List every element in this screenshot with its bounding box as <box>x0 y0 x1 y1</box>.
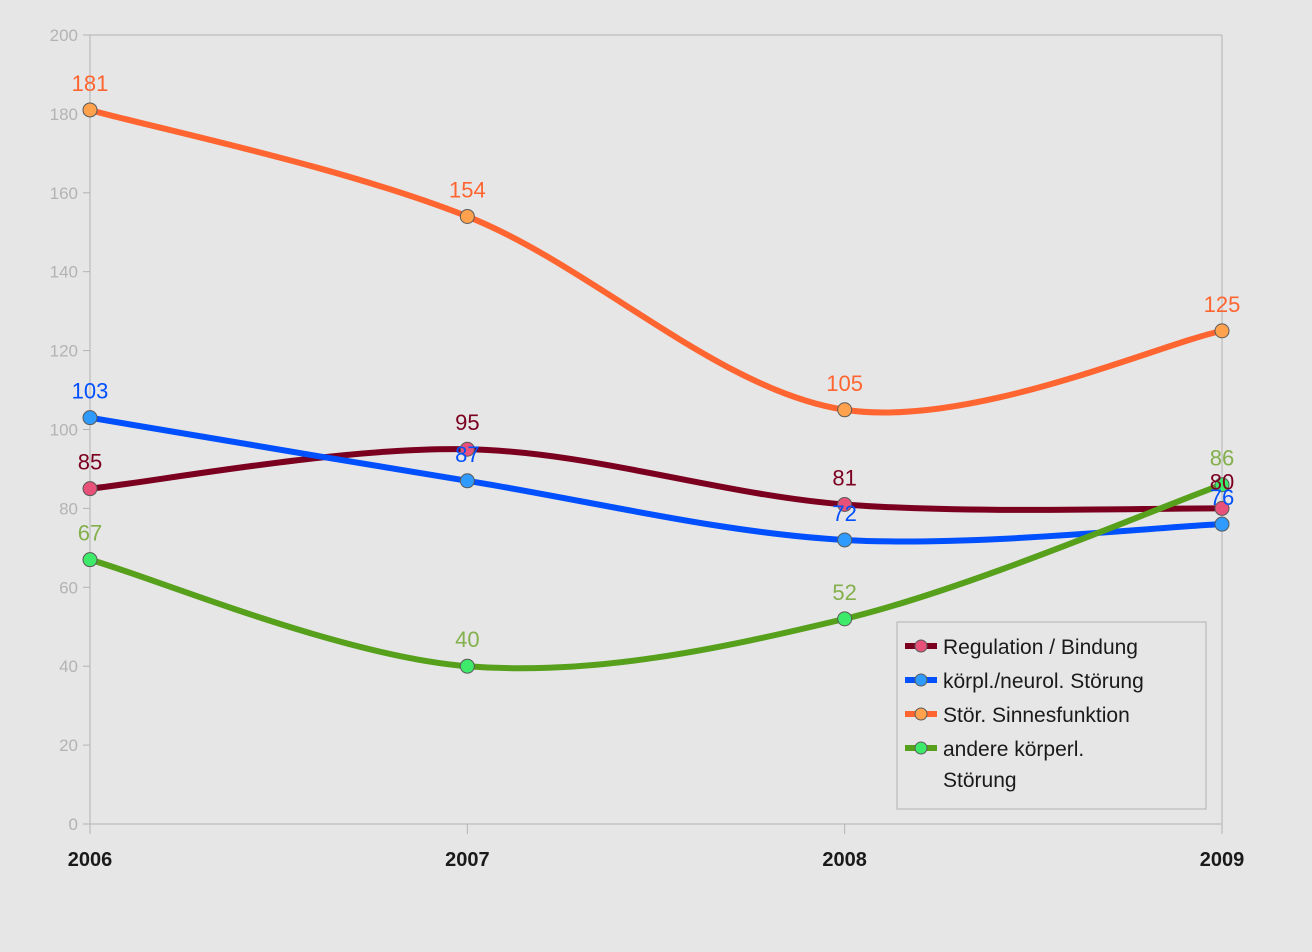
data-label: 125 <box>1204 292 1241 317</box>
data-label: 80 <box>1210 469 1234 494</box>
data-label: 81 <box>832 465 856 490</box>
data-label: 85 <box>78 450 102 475</box>
data-point <box>459 658 475 674</box>
y-tick-label: 160 <box>50 184 78 203</box>
y-tick-label: 40 <box>59 657 78 676</box>
series-line <box>87 106 1225 416</box>
x-tick-label: 2009 <box>1200 849 1245 871</box>
legend: Regulation / Bindung körpl./neurol. Störu… <box>896 621 1207 810</box>
y-tick-label: 100 <box>50 421 78 440</box>
legend-marker <box>914 707 928 721</box>
data-label: 87 <box>455 442 479 467</box>
legend-label: Regulation / Bindung <box>943 636 1138 659</box>
data-point <box>837 532 853 548</box>
data-point <box>82 410 98 426</box>
y-tick-label: 120 <box>50 342 78 361</box>
legend-label: körpl./neurol. Störung <box>943 670 1144 693</box>
data-label: 72 <box>832 501 856 526</box>
x-tick-label: 2007 <box>445 849 490 871</box>
series-line <box>87 414 1225 545</box>
axes: 0 20 40 60 80 100 120 140 160 180 200 2006 2007 2008 2… <box>50 26 1245 871</box>
legend-box <box>896 621 1207 810</box>
data-point <box>1214 323 1230 339</box>
data-point <box>459 441 475 457</box>
y-tick-label: 80 <box>59 499 78 518</box>
data-label: 181 <box>72 71 109 96</box>
data-label: 154 <box>449 177 486 202</box>
data-point <box>82 481 98 497</box>
data-label: 52 <box>832 580 856 605</box>
data-point <box>82 552 98 568</box>
data-label: 86 <box>1210 446 1234 471</box>
legend-marker <box>914 673 928 687</box>
series-line <box>87 481 1225 672</box>
data-point <box>459 473 475 489</box>
y-tick-label: 140 <box>50 263 78 282</box>
legend-marker <box>914 741 928 755</box>
y-tick-label: 60 <box>59 578 78 597</box>
data-label: 76 <box>1210 485 1234 510</box>
data-point <box>82 102 98 118</box>
y-tick-label: 200 <box>50 26 78 45</box>
data-point <box>837 402 853 418</box>
y-tick-label: 0 <box>69 815 78 834</box>
data-point <box>1214 516 1230 532</box>
data-point <box>459 208 475 224</box>
series-line <box>87 446 1225 513</box>
y-tick-label: 20 <box>59 736 78 755</box>
data-point <box>837 496 853 512</box>
data-label: 67 <box>78 521 102 546</box>
legend-label: andere körperl. <box>943 738 1084 761</box>
data-label: 40 <box>455 627 479 652</box>
legend-marker <box>914 639 928 653</box>
series-layer: 181 154 105 125 85 95 81 80 103 87 72 76 67 40 52 86 <box>72 71 1241 674</box>
data-label: 105 <box>826 371 863 396</box>
legend-label: Stör. Sinnesfunktion <box>943 704 1130 727</box>
data-label: 95 <box>455 410 479 435</box>
y-tick-label: 180 <box>50 105 78 124</box>
data-label: 103 <box>72 379 109 404</box>
legend-label: Störung <box>943 769 1017 792</box>
data-point <box>1214 477 1230 493</box>
data-point <box>837 611 853 627</box>
x-tick-label: 2008 <box>822 849 867 871</box>
data-point <box>1214 500 1230 516</box>
x-tick-label: 2006 <box>68 849 113 871</box>
